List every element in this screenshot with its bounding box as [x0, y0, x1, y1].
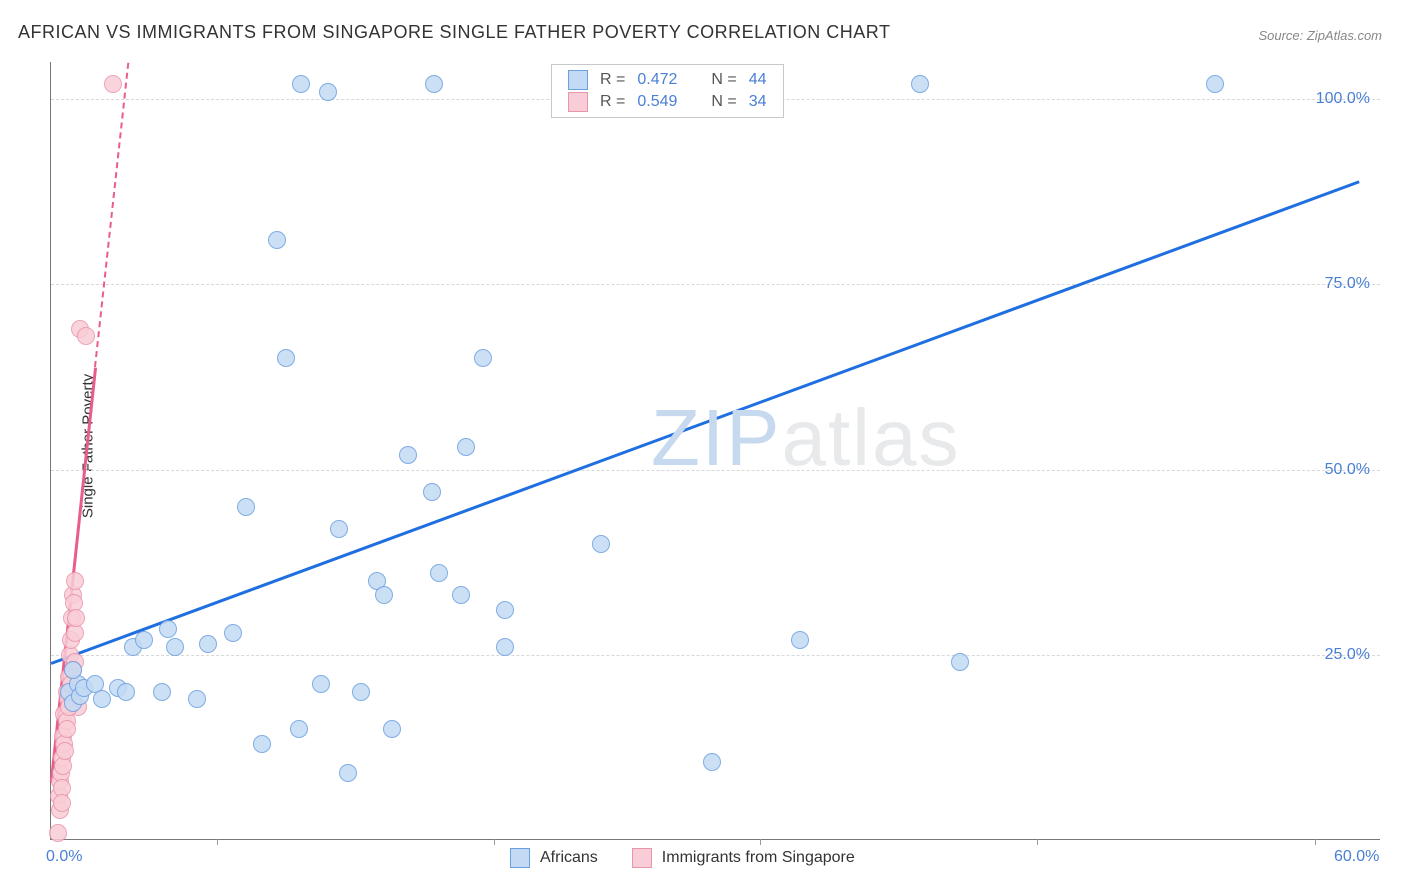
data-point [352, 683, 370, 701]
data-point [268, 231, 286, 249]
data-point [496, 601, 514, 619]
gridline [51, 655, 1380, 656]
data-point [703, 753, 721, 771]
gridline [51, 284, 1380, 285]
x-tick-right: 60.0% [1334, 848, 1379, 866]
x-tick-mark [760, 839, 761, 845]
x-tick-left: 0.0% [46, 848, 82, 866]
data-point [399, 446, 417, 464]
data-point [791, 631, 809, 649]
data-point [277, 349, 295, 367]
data-point [153, 683, 171, 701]
data-point [452, 586, 470, 604]
data-point [496, 638, 514, 656]
data-point [592, 535, 610, 553]
legend-bottom: Africans Immigrants from Singapore [510, 848, 879, 868]
data-point [58, 720, 76, 738]
trend-line [94, 63, 129, 367]
data-point [237, 498, 255, 516]
x-tick-mark [217, 839, 218, 845]
data-point [312, 675, 330, 693]
data-point [77, 327, 95, 345]
data-point [49, 824, 67, 842]
data-point [166, 638, 184, 656]
legend-label: Immigrants from Singapore [662, 849, 855, 867]
data-point [319, 83, 337, 101]
data-point [383, 720, 401, 738]
data-point [290, 720, 308, 738]
data-point [474, 349, 492, 367]
legend-top: R =0.472N =44R =0.549N =34 [551, 64, 784, 118]
data-point [93, 690, 111, 708]
gridline [51, 470, 1380, 471]
data-point [224, 624, 242, 642]
source-label: Source: ZipAtlas.com [1258, 28, 1382, 43]
chart-title: AFRICAN VS IMMIGRANTS FROM SINGAPORE SIN… [18, 22, 890, 43]
data-point [253, 735, 271, 753]
legend-swatch [632, 848, 652, 868]
data-point [375, 586, 393, 604]
x-tick-mark [494, 839, 495, 845]
legend-label: Africans [540, 849, 598, 867]
legend-swatch [510, 848, 530, 868]
data-point [104, 75, 122, 93]
x-tick-mark [1037, 839, 1038, 845]
data-point [425, 75, 443, 93]
data-point [188, 690, 206, 708]
data-point [135, 631, 153, 649]
data-point [66, 572, 84, 590]
data-point [330, 520, 348, 538]
data-point [430, 564, 448, 582]
trend-line [51, 181, 1360, 665]
data-point [951, 653, 969, 671]
scatter-plot: ZIPatlas R =0.472N =44R =0.549N =34 25.0… [50, 62, 1380, 840]
data-point [457, 438, 475, 456]
data-point [423, 483, 441, 501]
x-tick-mark [1315, 839, 1316, 845]
data-point [1206, 75, 1224, 93]
data-point [56, 742, 74, 760]
data-point [292, 75, 310, 93]
data-point [53, 794, 71, 812]
data-point [339, 764, 357, 782]
data-point [67, 609, 85, 627]
data-point [117, 683, 135, 701]
data-point [64, 661, 82, 679]
data-point [159, 620, 177, 638]
data-point [199, 635, 217, 653]
data-point [911, 75, 929, 93]
